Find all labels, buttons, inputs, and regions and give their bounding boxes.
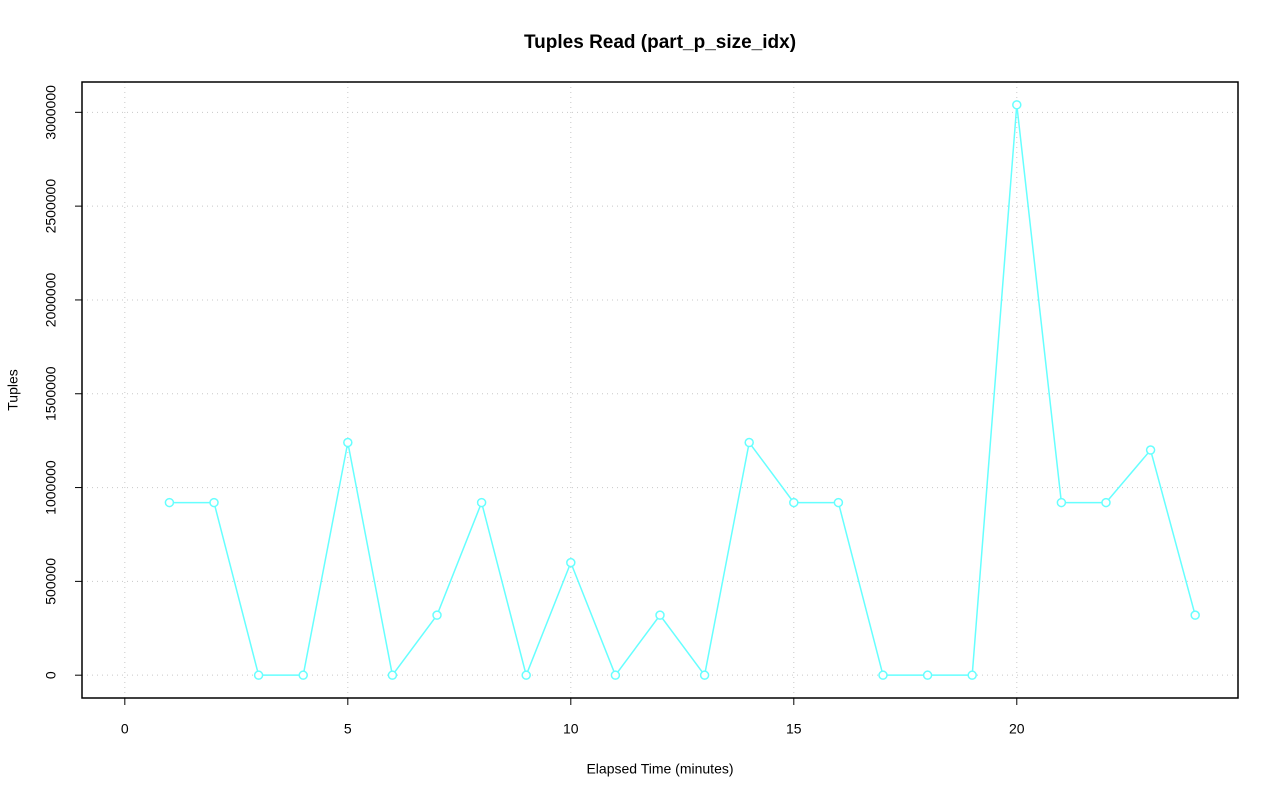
point xyxy=(476,497,487,508)
point xyxy=(967,670,977,680)
point xyxy=(209,497,219,508)
point xyxy=(744,437,754,448)
point xyxy=(1012,100,1022,110)
y-axis-label: Tuples xyxy=(5,369,21,411)
x-tick-label: 0 xyxy=(121,721,129,737)
point xyxy=(699,670,710,680)
point xyxy=(610,670,621,680)
x-axis-label: Elapsed Time (minutes) xyxy=(586,761,733,777)
y-tick-label: 3000000 xyxy=(43,85,59,140)
point xyxy=(343,437,353,448)
point xyxy=(432,610,442,620)
point xyxy=(1056,497,1067,508)
line xyxy=(169,104,1196,678)
x-tick-label: 20 xyxy=(1009,721,1025,737)
point xyxy=(878,670,888,680)
plot-frame xyxy=(81,81,1239,699)
point xyxy=(655,610,665,620)
y-tick-label: 0 xyxy=(43,671,59,679)
point xyxy=(387,670,398,680)
point xyxy=(1190,610,1200,620)
point xyxy=(566,557,576,568)
point xyxy=(164,497,175,508)
point xyxy=(789,497,799,508)
y-tick-label: 500000 xyxy=(43,558,59,605)
y-tick-label: 1500000 xyxy=(43,366,59,421)
x-tick-label: 10 xyxy=(563,721,579,737)
y-tick-label: 2000000 xyxy=(43,272,59,327)
x-tick-label: 5 xyxy=(344,721,352,737)
y-tick-label: 2500000 xyxy=(43,179,59,234)
point xyxy=(833,497,844,508)
point xyxy=(1145,445,1156,455)
point xyxy=(521,670,531,680)
x-tick-label: 15 xyxy=(786,721,802,737)
y-tick-label: 1000000 xyxy=(43,460,59,515)
point xyxy=(253,670,264,680)
point xyxy=(298,670,308,680)
point xyxy=(922,670,933,680)
chart-title: Tuples Read (part_p_size_idx) xyxy=(524,32,796,53)
point xyxy=(1101,497,1111,508)
